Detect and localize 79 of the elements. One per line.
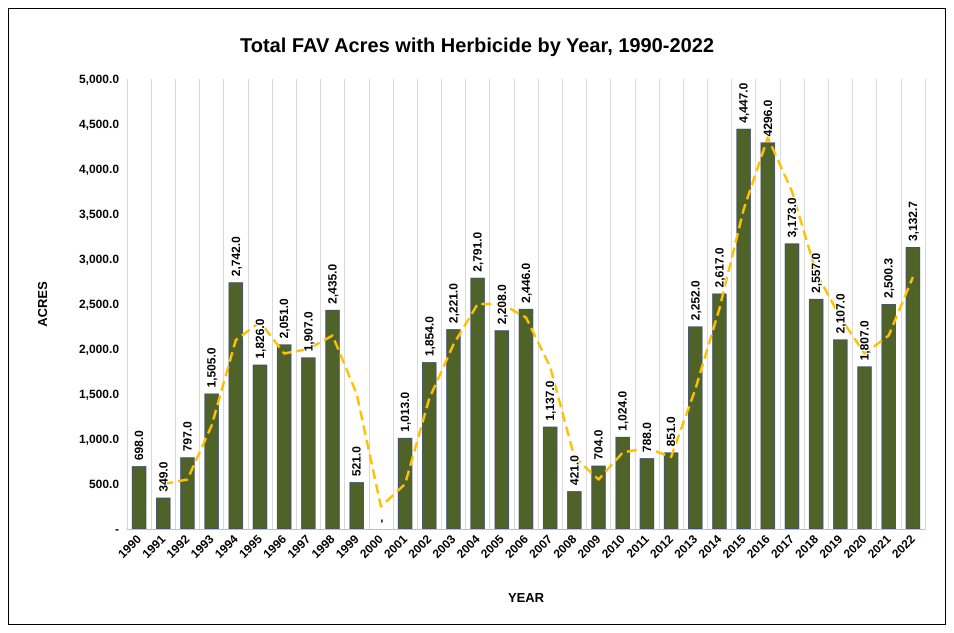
data-label: 421.0 [567,454,582,486]
y-axis-title: ACRES [35,280,50,327]
data-label: 2,742.0 [228,236,243,276]
data-label: 3,132.7 [906,200,920,242]
y-tick-label: 1,500.0 [78,387,120,401]
chart-title: Total FAV Acres with Herbicide by Year, 1990-2022 [240,35,714,57]
data-label: 797.0 [180,420,194,452]
data-label: 2,791.0 [470,231,485,272]
bar [204,394,219,529]
y-tick-label: 1,000.0 [78,432,120,446]
bar [808,298,824,529]
data-label: 2,252.0 [688,280,702,320]
data-label: - [374,519,388,523]
data-label: 3,173.0 [785,197,799,238]
data-label: 851.0 [664,416,678,446]
bar [301,357,316,529]
bar [325,310,340,529]
data-label: 2,208.0 [494,284,509,324]
data-label: 698.0 [132,430,146,460]
bar [664,452,678,529]
bar [760,142,776,529]
x-axis-title: YEAR [508,590,545,605]
y-tick-label: 4,000.0 [78,162,120,176]
data-label: 4296.0 [760,99,775,136]
bar [422,362,437,529]
bar [349,482,364,529]
y-tick-label: 2,000.0 [78,342,120,356]
bar [398,438,412,529]
bar [591,466,606,529]
y-tick-label: 2,500.0 [78,297,120,311]
bar [640,458,654,529]
data-label: 1,807.0 [858,320,872,360]
bar [518,308,534,529]
y-tick-label: 5,000.0 [78,72,120,86]
bar [567,491,582,529]
bar [784,243,800,529]
data-label: 2,446.0 [519,262,533,303]
data-label: 704.0 [592,429,606,460]
data-label: 2,617.0 [712,247,726,288]
data-label: 2,557.0 [809,252,824,293]
data-label: 521.0 [350,446,364,476]
bar [276,344,292,529]
bar [132,466,146,529]
y-tick-label: 3,500.0 [78,207,120,221]
data-label: 2,221.0 [446,282,460,324]
bar [252,364,268,529]
bar [542,426,558,529]
bar [881,304,896,529]
bar [494,330,510,529]
y-tick-label: 4,500.0 [78,117,120,131]
bar [712,293,727,529]
data-label: 788.0 [640,422,654,452]
y-tick-label: 3,000.0 [78,252,120,266]
data-label: 2,500.3 [882,258,896,298]
data-label: 4,447.0 [736,82,751,123]
data-label: 1,826.0 [253,318,267,359]
data-label: 1,907.0 [301,311,316,352]
y-tick-label: 500.0 [88,477,120,491]
bar [446,329,461,529]
data-label: 2,107.0 [833,293,848,334]
data-label: 349.0 [156,461,170,492]
bar [688,326,703,529]
bar [833,339,848,529]
bar [906,247,920,529]
bar [857,366,872,529]
y-tick-label: - [115,522,119,536]
bar [228,282,244,529]
data-label: 1,013.0 [398,391,412,432]
bar [156,498,171,529]
data-label: 2,051.0 [277,298,292,338]
data-label: 1,137.0 [543,380,558,421]
data-label: 2,435.0 [326,263,340,304]
data-label: 1,505.0 [204,347,219,388]
bar [736,128,751,529]
bar [470,278,485,529]
bar [180,457,195,529]
data-label: 1,854.0 [422,316,436,356]
bar [615,436,630,529]
data-label: 1,024.0 [616,390,630,431]
